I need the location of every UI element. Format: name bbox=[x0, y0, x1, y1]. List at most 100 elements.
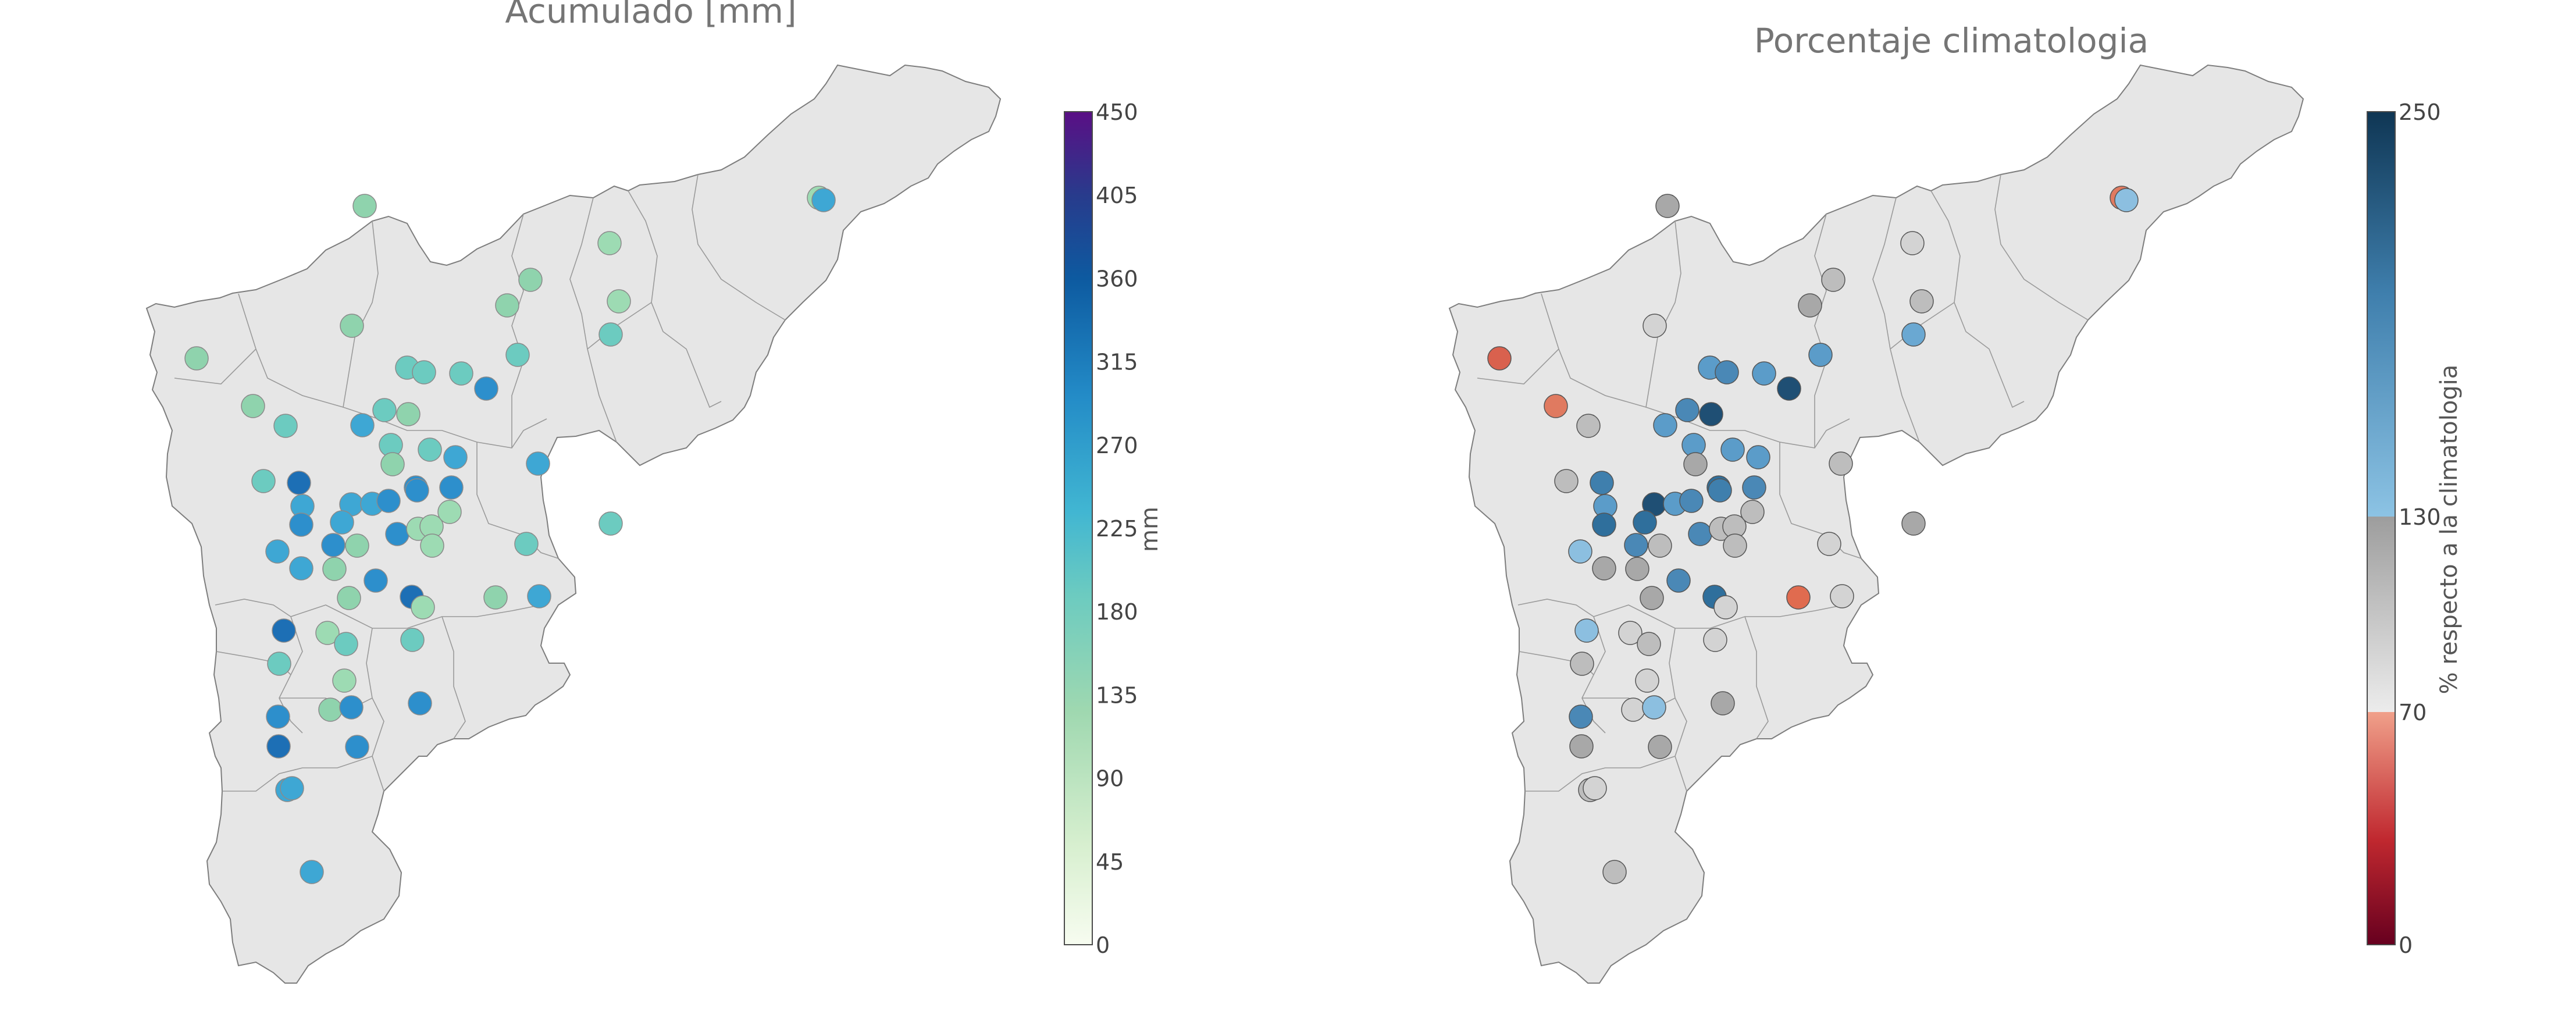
station-marker bbox=[1635, 668, 1659, 693]
colorbar-right-tick-label: 130 bbox=[2399, 504, 2441, 530]
station-marker bbox=[1808, 343, 1833, 367]
station-marker bbox=[408, 691, 432, 716]
colorbar-left-label: mm bbox=[1136, 507, 1163, 552]
station-marker bbox=[483, 585, 508, 610]
colorbar-right-frame bbox=[2367, 111, 2396, 945]
station-marker bbox=[1666, 568, 1691, 593]
station-marker bbox=[321, 533, 345, 557]
station-marker bbox=[598, 322, 623, 347]
station-marker bbox=[526, 451, 550, 476]
colorbar-left-tick-label: 270 bbox=[1096, 433, 1138, 458]
map-title-left: Acumulado [mm] bbox=[505, 0, 797, 31]
station-marker bbox=[1618, 621, 1642, 645]
colorbar-right-low bbox=[2367, 712, 2395, 945]
station-marker bbox=[339, 695, 364, 720]
station-marker bbox=[345, 533, 369, 558]
station-marker bbox=[1703, 628, 1727, 652]
station-marker bbox=[449, 361, 473, 386]
station-marker bbox=[1821, 268, 1845, 292]
station-marker bbox=[437, 500, 462, 524]
station-marker bbox=[1900, 231, 1925, 255]
colorbar-right-high bbox=[2367, 112, 2395, 517]
station-marker bbox=[372, 398, 397, 422]
station-marker bbox=[1655, 194, 1680, 218]
station-marker bbox=[376, 489, 401, 513]
station-marker bbox=[1592, 512, 1616, 537]
station-marker bbox=[266, 704, 290, 729]
station-marker bbox=[514, 532, 539, 556]
station-marker bbox=[380, 452, 405, 476]
colorbar-left-tick-label: 315 bbox=[1096, 350, 1138, 375]
station-marker bbox=[1688, 522, 1712, 546]
colorbar-left-tick-label: 225 bbox=[1096, 516, 1138, 542]
station-marker bbox=[1640, 586, 1664, 610]
station-marker bbox=[1829, 451, 1853, 476]
station-marker bbox=[1742, 475, 1766, 500]
station-marker bbox=[400, 628, 425, 652]
station-marker bbox=[1798, 293, 1822, 318]
station-marker bbox=[1569, 704, 1593, 729]
colorbar-left-tick-label: 360 bbox=[1096, 266, 1138, 291]
colorbar-right-tick-label: 0 bbox=[2399, 932, 2413, 958]
station-marker bbox=[2114, 188, 2139, 212]
station-marker bbox=[340, 314, 364, 338]
station-marker bbox=[396, 402, 421, 426]
station-marker bbox=[443, 445, 468, 469]
station-marker bbox=[352, 194, 377, 218]
map-title-right: Porcentaje climatologia bbox=[1754, 21, 2149, 60]
station-marker bbox=[1544, 394, 1568, 418]
station-marker bbox=[350, 413, 375, 437]
station-marker bbox=[1901, 322, 1926, 347]
station-marker bbox=[322, 557, 347, 581]
colorbar-left-gradient bbox=[1064, 111, 1093, 945]
colorbar-right-tick-label: 250 bbox=[2399, 99, 2441, 125]
station-marker bbox=[315, 621, 340, 645]
station-marker bbox=[1740, 500, 1765, 524]
colorbar-left-tick-label: 90 bbox=[1096, 766, 1124, 792]
station-marker bbox=[364, 568, 388, 593]
station-marker bbox=[1752, 361, 1776, 386]
station-marker bbox=[300, 860, 324, 884]
station-marker bbox=[1625, 557, 1649, 581]
colorbar-right-ticks: 250 130 70 0 bbox=[2399, 99, 2441, 958]
station-marker bbox=[280, 776, 304, 800]
colorbar-left-tick-label: 405 bbox=[1096, 183, 1138, 208]
station-marker bbox=[1679, 489, 1704, 513]
station-marker bbox=[251, 469, 276, 493]
station-marker bbox=[1817, 532, 1841, 556]
stations-left bbox=[184, 186, 836, 884]
station-marker bbox=[330, 510, 354, 535]
station-marker bbox=[289, 512, 313, 537]
station-marker bbox=[1574, 618, 1599, 643]
station-marker bbox=[1901, 511, 1926, 536]
colorbar-left-tick-label: 0 bbox=[1096, 932, 1110, 958]
station-marker bbox=[405, 478, 429, 503]
station-marker bbox=[332, 668, 357, 693]
station-marker bbox=[1568, 539, 1592, 564]
station-marker bbox=[265, 539, 290, 564]
station-marker bbox=[811, 188, 836, 212]
station-marker bbox=[318, 697, 343, 722]
colorbar-left-tick-label: 450 bbox=[1096, 99, 1138, 125]
station-marker bbox=[266, 734, 291, 759]
station-marker bbox=[411, 595, 435, 620]
map-left-accumulated bbox=[146, 65, 1001, 984]
colorbar-right: 250 130 70 0 % respecto a la climatologia bbox=[2367, 99, 2463, 958]
colorbar-right-label: % respecto a la climatologia bbox=[2436, 365, 2463, 695]
station-marker bbox=[1653, 413, 1677, 437]
station-marker bbox=[1777, 376, 1801, 401]
station-marker bbox=[1648, 533, 1672, 558]
colorbar-right-mid bbox=[2367, 517, 2395, 712]
station-marker bbox=[1723, 533, 1747, 558]
station-marker bbox=[1699, 402, 1723, 426]
station-marker bbox=[1583, 776, 1607, 800]
station-marker bbox=[385, 522, 409, 546]
station-marker bbox=[1633, 510, 1657, 535]
station-marker bbox=[1720, 437, 1745, 462]
stations-right bbox=[1487, 186, 2139, 884]
station-marker bbox=[1909, 289, 1934, 314]
station-marker bbox=[418, 437, 442, 462]
station-marker bbox=[412, 360, 436, 385]
